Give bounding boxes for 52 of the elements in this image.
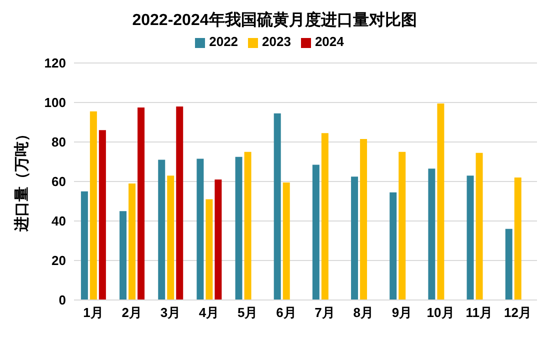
y-tick-label: 60 xyxy=(52,174,66,190)
bar xyxy=(244,152,252,300)
x-tick-label: 10月 xyxy=(426,305,454,320)
x-tick-label: 8月 xyxy=(353,305,374,320)
bar xyxy=(196,158,204,300)
bar xyxy=(466,176,474,300)
x-tick-label: 5月 xyxy=(238,305,258,320)
x-tick-label: 1月 xyxy=(83,305,104,320)
legend-label: 2022 xyxy=(209,34,238,49)
bar xyxy=(321,133,328,300)
bar xyxy=(158,160,166,300)
bar xyxy=(505,228,512,300)
bar xyxy=(128,183,136,300)
y-tick-label: 20 xyxy=(52,253,66,268)
bar xyxy=(514,178,522,300)
legend-label: 2024 xyxy=(314,34,344,49)
y-tick-label: 40 xyxy=(52,214,66,229)
y-tick-label: 0 xyxy=(58,292,66,308)
bar xyxy=(235,156,242,300)
bar xyxy=(437,103,444,300)
x-tick-label: 2月 xyxy=(122,305,142,320)
bar xyxy=(312,164,320,300)
x-tick-label: 7月 xyxy=(314,305,335,320)
bar xyxy=(120,211,127,300)
bar xyxy=(351,176,358,300)
bar xyxy=(90,111,97,300)
bar xyxy=(282,182,290,300)
x-tick-label: 4月 xyxy=(198,305,220,320)
chart-title: 2022-2024年我国硫黄月度进口量对比图 xyxy=(131,10,418,31)
bar xyxy=(390,192,397,300)
x-tick-label: 11月 xyxy=(466,305,492,320)
legend-label: 2023 xyxy=(262,34,291,49)
y-tick-label: 100 xyxy=(44,95,66,110)
bar xyxy=(167,176,174,300)
bar xyxy=(398,152,406,300)
x-tick-label: 6月 xyxy=(276,305,296,320)
x-tick-label: 9月 xyxy=(392,305,412,320)
x-tick-label: 12月 xyxy=(504,305,532,320)
y-tick-label: 80 xyxy=(52,134,66,150)
y-axis-title: 进口量（万吨） xyxy=(13,126,30,232)
bar xyxy=(476,152,483,300)
bar xyxy=(98,130,106,300)
bar xyxy=(138,107,145,300)
y-tick-label: 120 xyxy=(44,56,66,71)
bar xyxy=(80,191,88,300)
bar xyxy=(206,199,213,300)
bar xyxy=(428,168,436,300)
bar xyxy=(214,180,222,300)
x-tick-label: 3月 xyxy=(160,305,181,320)
bar xyxy=(176,106,184,300)
bar xyxy=(360,139,368,300)
bar xyxy=(274,113,281,300)
